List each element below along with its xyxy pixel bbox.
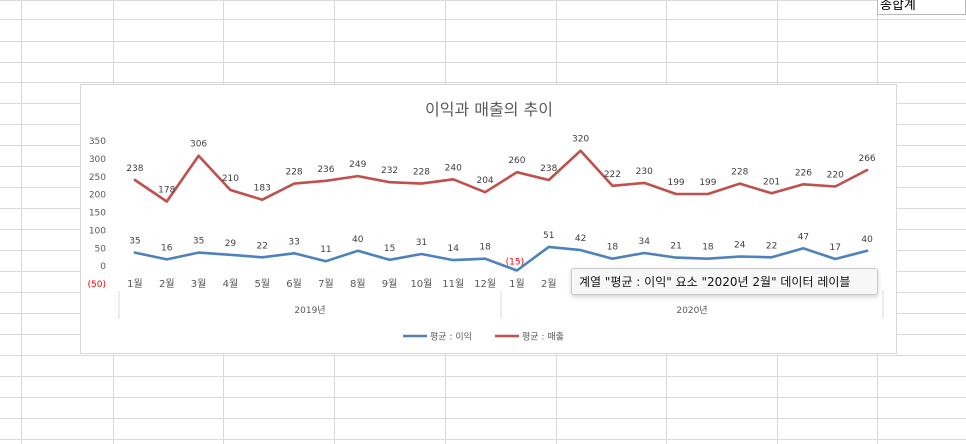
- y-tick-label: 150: [89, 209, 106, 219]
- y-tick-label: 300: [89, 155, 106, 165]
- series-layer: 35 16 35 29 22 33 11 40 15 31 14 18 (15) 51 42 18 34 21 18…: [126, 135, 876, 272]
- y-tick-label: 350: [89, 137, 106, 147]
- chart-title: 이익과 매출의 추이: [425, 100, 553, 119]
- group-label: 2019년: [294, 305, 325, 316]
- y-tick-label: 250: [89, 173, 106, 183]
- data-label: 228: [413, 168, 430, 178]
- y-axis: 350 300 250 200 150 100 50 0 (50): [88, 137, 107, 290]
- y-tick-label: 50: [95, 244, 107, 254]
- data-label: 230: [636, 167, 653, 177]
- x-tick-label: 10월: [410, 278, 432, 290]
- y-tick-label: (50): [88, 280, 106, 290]
- y-tick-label: 100: [89, 226, 106, 236]
- data-label: 51: [543, 231, 554, 241]
- data-label: 35: [193, 237, 204, 247]
- profit-series-line: [133, 245, 869, 272]
- x-tick-label: 11월: [442, 278, 464, 290]
- data-label: 29: [225, 239, 237, 249]
- chart-area[interactable]: 이익과 매출의 추이 350 300 250 200 150 100 50 0 (50) 1월 2…: [80, 84, 897, 354]
- legend-label: 평균 : 이익: [430, 331, 472, 343]
- data-label: 31: [416, 238, 427, 248]
- data-label: 220: [827, 170, 844, 180]
- data-label: 320: [572, 135, 589, 145]
- data-label: 201: [763, 177, 780, 187]
- data-label: 240: [445, 163, 462, 173]
- legend-label: 평균 : 매출: [522, 332, 564, 343]
- group-label: 2020년: [676, 305, 707, 316]
- y-tick-label: 0: [100, 262, 106, 272]
- data-label: 11: [320, 245, 331, 255]
- data-label: 232: [381, 166, 398, 176]
- x-tick-label: 2월: [159, 278, 175, 290]
- data-label: 238: [126, 164, 143, 174]
- data-label: 22: [257, 241, 268, 251]
- legend: 평균 : 이익 평균 : 매출: [403, 331, 564, 343]
- data-label: 183: [254, 184, 271, 194]
- data-label: 22: [766, 241, 777, 251]
- x-tick-label: 4월: [223, 278, 239, 290]
- data-label: 222: [604, 170, 621, 180]
- x-tick-label: 7월: [318, 278, 334, 290]
- x-tick-label: 1월: [127, 278, 143, 290]
- data-label: 260: [508, 156, 525, 166]
- data-label: (15): [506, 257, 524, 267]
- cell-total-label[interactable]: 종합계: [877, 0, 966, 15]
- data-label: 178: [158, 185, 175, 195]
- data-label: 249: [349, 160, 366, 170]
- x-tick-label: 2월: [541, 278, 557, 290]
- data-label-tooltip: 계열 "평균 : 이익" 요소 "2020년 2월" 데이터 레이블: [571, 268, 878, 295]
- data-label: 35: [129, 237, 140, 247]
- data-label: 14: [448, 244, 460, 254]
- data-label: 210: [222, 174, 239, 184]
- data-label: 228: [731, 168, 748, 178]
- x-tick-label: 3월: [191, 278, 207, 290]
- data-label: 236: [317, 165, 334, 175]
- data-label: 15: [384, 244, 395, 254]
- data-label: 18: [702, 243, 714, 253]
- data-label: 47: [798, 232, 809, 242]
- data-label: 24: [734, 241, 746, 251]
- data-label: 18: [479, 243, 491, 253]
- x-tick-label: 1월: [509, 278, 525, 290]
- data-label: 34: [639, 237, 651, 247]
- sales-series-line: [133, 149, 869, 203]
- data-label: 21: [670, 242, 681, 252]
- data-label: 238: [540, 164, 557, 174]
- data-label: 17: [830, 243, 841, 253]
- data-label: 33: [288, 237, 299, 247]
- y-tick-label: 200: [89, 191, 106, 201]
- data-label: 40: [861, 235, 873, 245]
- data-label: 42: [575, 234, 586, 244]
- x-tick-label: 5월: [254, 278, 270, 290]
- data-label: 228: [285, 168, 302, 178]
- line-chart: 이익과 매출의 추이 350 300 250 200 150 100 50 0 (50) 1월 2…: [88, 100, 884, 343]
- data-label: 306: [190, 140, 207, 150]
- data-label: 18: [607, 243, 619, 253]
- x-tick-label: 8월: [350, 278, 366, 290]
- x-tick-label: 12월: [474, 278, 496, 290]
- data-label: 199: [667, 178, 684, 188]
- data-label: 40: [352, 235, 364, 245]
- x-tick-label: 9월: [382, 278, 398, 290]
- data-label: 199: [699, 178, 716, 188]
- x-tick-label: 6월: [286, 278, 302, 290]
- data-label: 266: [858, 154, 875, 164]
- data-label: 204: [476, 176, 493, 186]
- data-label: 16: [161, 243, 173, 253]
- data-label: 226: [795, 168, 812, 178]
